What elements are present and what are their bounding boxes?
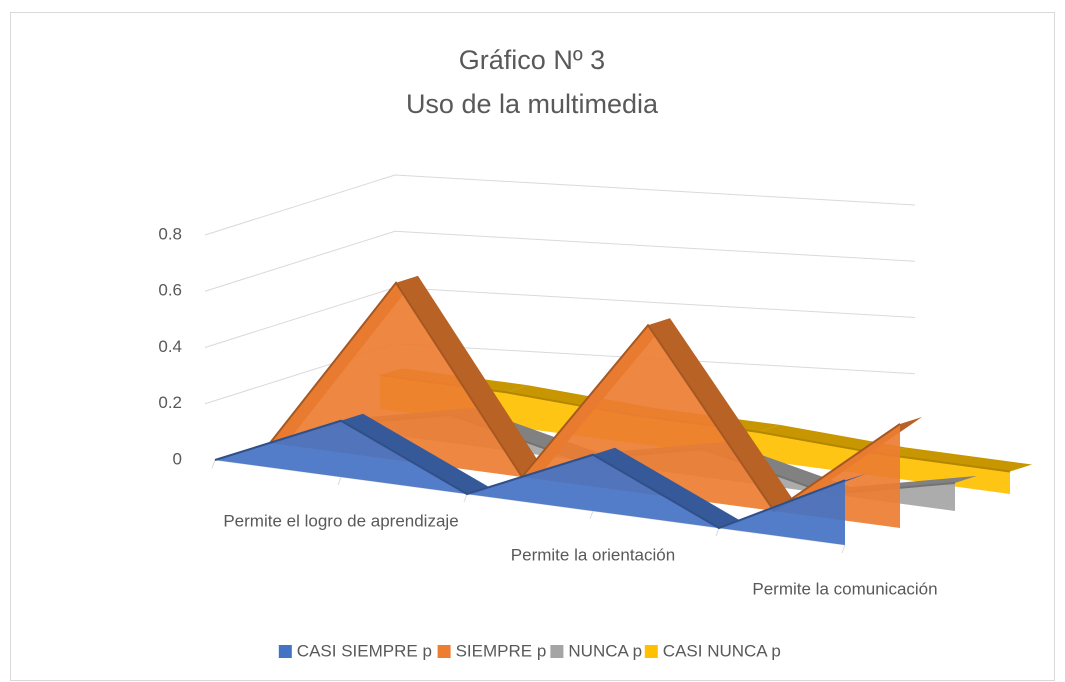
legend-swatch: [437, 645, 451, 658]
legend-swatch: [550, 645, 564, 658]
ribbon-side: [396, 275, 544, 477]
legend-label: CASI SIEMPRE p: [297, 641, 432, 660]
x-tick: [463, 493, 468, 503]
x-tick-label: Permite la comunicación: [752, 579, 937, 598]
y-tick-label: 0.2: [158, 393, 182, 412]
chart-subtitle: Uso de la multimedia: [406, 89, 659, 119]
chart-frame: [10, 12, 1055, 681]
series-line: [214, 419, 846, 530]
ribbon-face: [215, 420, 845, 545]
chart-title: Gráfico Nº 3: [459, 45, 605, 75]
legend-swatch: [278, 645, 292, 658]
legend-swatch: [644, 645, 658, 658]
ribbon-side: [593, 447, 741, 528]
series-line: [269, 281, 901, 513]
y-tick-label: 0.6: [158, 281, 182, 300]
x-tick: [589, 510, 594, 520]
y-tick-label: 0.8: [158, 224, 182, 243]
ribbon-side: [648, 318, 796, 511]
x-tick: [841, 544, 846, 554]
x-tick: [337, 476, 342, 486]
y-tick-label: 0.4: [158, 337, 182, 356]
y-tick-label: 0: [173, 449, 182, 468]
grid-line: [204, 230, 916, 292]
x-tick: [211, 459, 216, 469]
x-tick-label: Permite la orientación: [511, 545, 675, 564]
x-tick: [715, 527, 720, 537]
ribbon-side: [884, 447, 1032, 472]
legend-label: SIEMPRE p: [456, 641, 547, 660]
legend-label: NUNCA p: [568, 641, 642, 660]
ribbon-face: [270, 282, 900, 528]
grid-line: [204, 174, 916, 236]
legend-label: CASI NUNCA p: [663, 641, 781, 660]
x-tick-label: Permite el logro de aprendizaje: [223, 511, 458, 530]
ribbon-side: [341, 413, 489, 494]
